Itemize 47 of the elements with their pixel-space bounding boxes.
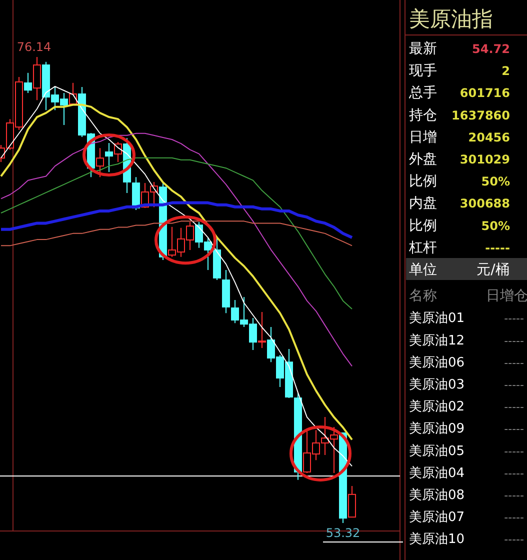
text: 美原油01 [409, 310, 465, 326]
text: 美原油04 [409, 464, 465, 481]
text: ----- [485, 240, 510, 255]
text: ----- [504, 466, 524, 480]
text: 50% [481, 218, 510, 233]
text: 20456 [468, 130, 510, 144]
text: ----- [504, 422, 524, 436]
text: 内盘 [409, 196, 437, 212]
text: 300688 [460, 196, 510, 211]
text: ----- [504, 356, 524, 370]
annotation: 76.14 [16, 40, 52, 54]
text: 1637860 [452, 108, 510, 122]
text: 50% [481, 174, 510, 189]
text: ----- [504, 312, 524, 326]
text: ----- [504, 400, 524, 414]
text: 美原油12 [409, 332, 465, 348]
text: 总手 [408, 85, 437, 102]
text: 最新 [409, 41, 437, 57]
text: 名称 [409, 288, 437, 304]
text: ----- [504, 511, 524, 524]
text: ----- [504, 444, 524, 458]
text: ----- [504, 533, 524, 546]
text: 元/桶 [476, 262, 510, 278]
text: ----- [504, 334, 524, 348]
text: 日增 [409, 129, 437, 146]
text: 601716 [460, 86, 510, 100]
text: 54.72 [472, 42, 510, 56]
text: 美原油09 [409, 420, 465, 437]
text: 美原油06 [409, 354, 465, 370]
text: 持仓 [409, 107, 437, 124]
text: 301029 [460, 152, 510, 166]
text: ----- [504, 378, 524, 392]
text: ----- [504, 489, 524, 502]
text: 美原油02 [409, 398, 465, 415]
text: 杠杆 [408, 240, 437, 256]
text: 2 [502, 64, 510, 78]
text: 美原油指 [409, 7, 493, 31]
text: 现手 [409, 63, 437, 80]
text: 美原油10 [409, 531, 465, 548]
text: 外盘 [409, 152, 437, 168]
text: 比例 [409, 174, 437, 190]
text: 美原油03 [409, 376, 465, 392]
text: 单位 [409, 262, 437, 278]
text: 比例 [409, 218, 437, 234]
text: 美原油08 [409, 487, 465, 503]
text: 美原油07 [409, 509, 465, 526]
text: 美原油05 [409, 442, 465, 459]
